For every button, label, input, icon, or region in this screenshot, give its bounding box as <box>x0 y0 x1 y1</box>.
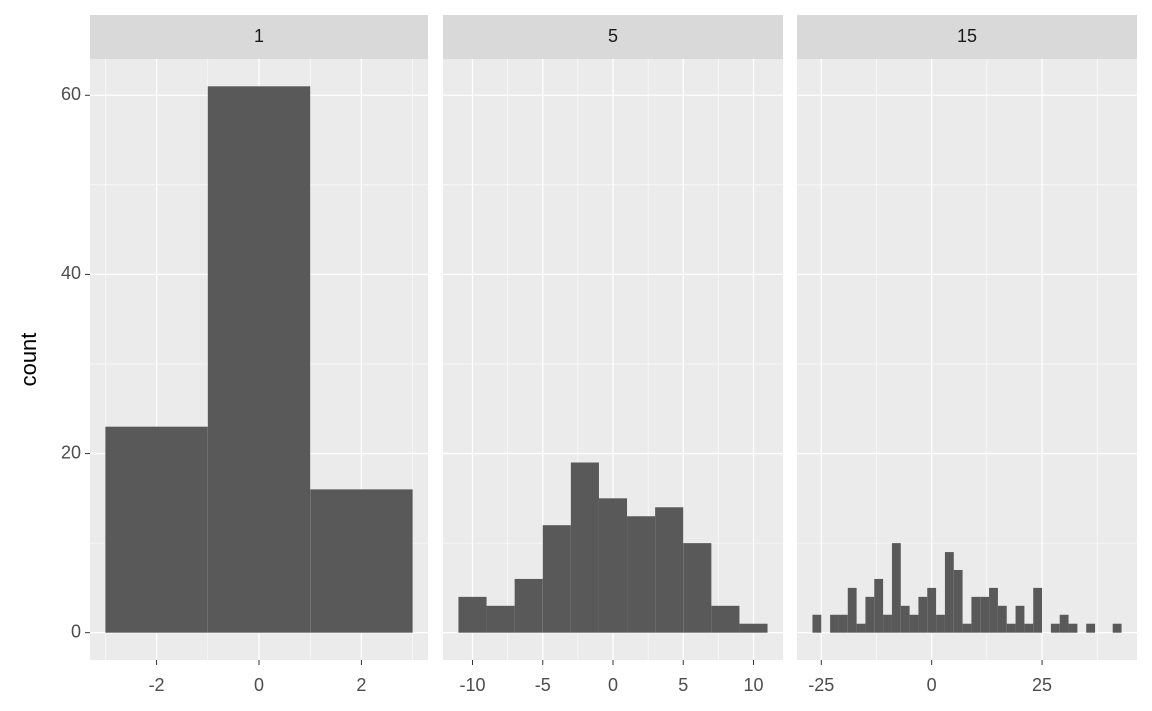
y-tick-label: 0 <box>71 621 81 641</box>
x-tick-label: 10 <box>743 675 763 695</box>
x-tick-label: -10 <box>459 675 485 695</box>
bar <box>962 623 972 633</box>
x-tick-label: 0 <box>608 675 618 695</box>
bar <box>856 623 866 633</box>
bar <box>812 614 822 633</box>
bar <box>1086 623 1096 633</box>
bar <box>310 489 413 633</box>
bar <box>1024 623 1034 633</box>
bar <box>865 596 875 633</box>
x-tick-label: 0 <box>254 675 264 695</box>
bar <box>1015 605 1025 633</box>
bar <box>927 587 937 633</box>
x-tick-label: -2 <box>149 675 165 695</box>
bar <box>874 578 884 633</box>
bar <box>989 587 998 633</box>
bar <box>997 605 1007 633</box>
strip-label: 5 <box>608 26 618 46</box>
bar <box>847 587 857 633</box>
bar <box>944 552 954 633</box>
bar <box>1050 623 1060 633</box>
bar <box>830 614 839 633</box>
bar <box>1068 623 1078 633</box>
bar <box>1033 587 1043 633</box>
bar <box>627 516 656 633</box>
bar <box>598 498 628 633</box>
strip-background <box>443 15 783 59</box>
bar <box>570 462 599 633</box>
bar <box>891 543 901 633</box>
bar <box>1006 623 1016 633</box>
y-tick-label: 20 <box>61 442 81 462</box>
y-tick-label: 40 <box>61 263 81 283</box>
strip-background <box>90 15 428 59</box>
bar <box>655 507 684 633</box>
y-tick-label: 60 <box>61 84 81 104</box>
bar <box>936 614 945 633</box>
bar <box>971 596 981 633</box>
x-tick-label: -25 <box>808 675 834 695</box>
bar <box>980 596 990 633</box>
bar <box>1059 614 1069 633</box>
x-tick-label: 2 <box>356 675 366 695</box>
bar <box>838 614 848 633</box>
bar <box>711 605 740 633</box>
bar <box>909 614 919 633</box>
bar <box>486 605 515 633</box>
bar <box>1112 623 1122 633</box>
bar <box>900 605 910 633</box>
x-tick-label: 25 <box>1032 675 1052 695</box>
bar <box>883 614 892 633</box>
x-tick-label: 5 <box>678 675 688 695</box>
x-tick-label: 0 <box>927 675 937 695</box>
bar <box>542 525 571 633</box>
bar <box>918 596 928 633</box>
bar <box>514 578 543 633</box>
bar <box>207 86 311 633</box>
x-tick-label: -5 <box>535 675 551 695</box>
y-axis-title: count <box>16 333 41 387</box>
bar <box>458 596 487 633</box>
panel-background <box>797 59 1137 660</box>
bar <box>683 543 712 633</box>
bar <box>105 426 208 633</box>
strip-background <box>797 15 1137 59</box>
bar <box>739 623 768 633</box>
strip-label: 1 <box>254 26 264 46</box>
strip-label: 15 <box>957 26 977 46</box>
bar <box>953 569 963 633</box>
